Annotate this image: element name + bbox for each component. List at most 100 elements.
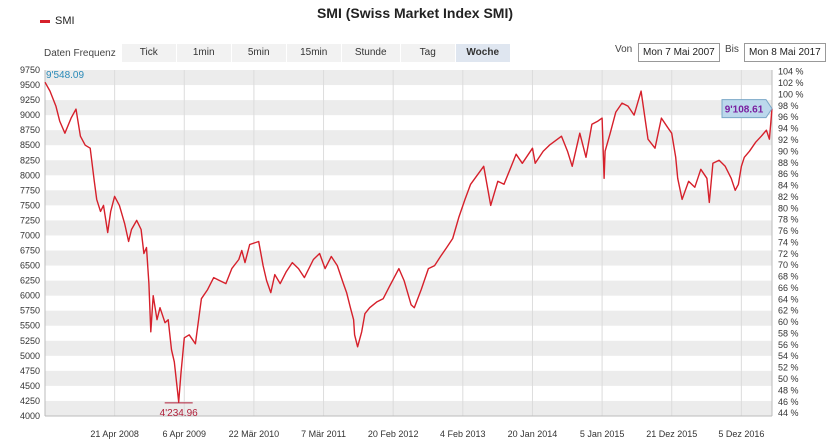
right-axis-label: 54 % (778, 351, 799, 361)
y-tick-label: 9750 (20, 65, 40, 75)
y-tick-label: 8500 (20, 140, 40, 150)
right-axis-label: 86 % (778, 169, 799, 179)
y-tick-label: 4000 (20, 411, 40, 421)
tab-15min[interactable]: 15min (286, 44, 342, 62)
tab-tag[interactable]: Tag (400, 44, 456, 62)
right-axis-label: 52 % (778, 363, 799, 373)
right-axis-label: 56 % (778, 340, 799, 350)
right-axis-label: 60 % (778, 317, 799, 327)
y-tick-label: 4250 (20, 396, 40, 406)
right-axis-label: 66 % (778, 283, 799, 293)
grid-band (45, 130, 772, 146)
right-axis-label: 74 % (778, 237, 799, 247)
right-axis-label: 80 % (778, 203, 799, 213)
right-axis-label: 72 % (778, 249, 799, 259)
right-axis-label: 64 % (778, 294, 799, 304)
right-axis-label: 48 % (778, 385, 799, 395)
frequency-toolbar: Daten Frequenz Tick 1min 5min 15min Stun… (44, 44, 511, 62)
start-value-label: 9'548.09 (46, 70, 84, 81)
right-axis-label: 70 % (778, 260, 799, 270)
right-axis-label: 44 % (778, 408, 799, 418)
tab-1min[interactable]: 1min (176, 44, 232, 62)
y-tick-label: 5000 (20, 351, 40, 361)
y-tick-label: 6500 (20, 261, 40, 271)
y-tick-label: 8000 (20, 170, 40, 180)
grid-band (45, 190, 772, 206)
right-axis-label: 96 % (778, 112, 799, 122)
grid-band (45, 310, 772, 326)
to-date-field[interactable]: Mon 8 Mai 2017 (744, 43, 826, 62)
to-label: Bis (725, 44, 739, 55)
grid-band (45, 160, 772, 176)
grid-band (45, 100, 772, 116)
y-tick-label: 7000 (20, 230, 40, 240)
legend-label: SMI (55, 15, 75, 27)
y-tick-label: 5250 (20, 336, 40, 346)
grid-band (45, 400, 772, 416)
x-tick-label: 21 Apr 2008 (90, 429, 139, 439)
right-axis-label: 90 % (778, 146, 799, 156)
y-tick-label: 8250 (20, 155, 40, 165)
tab-stunde[interactable]: Stunde (341, 44, 401, 62)
y-tick-label: 7500 (20, 200, 40, 210)
tab-tick[interactable]: Tick (121, 44, 177, 62)
right-axis-label: 58 % (778, 328, 799, 338)
tab-woche[interactable]: Woche (455, 44, 511, 62)
right-axis-label: 62 % (778, 306, 799, 316)
x-tick-label: 22 Mär 2010 (229, 429, 280, 439)
right-axis-label: 88 % (778, 158, 799, 168)
y-tick-label: 6750 (20, 246, 40, 256)
frequency-label: Daten Frequenz (44, 47, 116, 59)
right-axis-label: 68 % (778, 272, 799, 282)
x-tick-label: 20 Jan 2014 (508, 429, 558, 439)
y-tick-label: 7250 (20, 215, 40, 225)
y-tick-label: 4750 (20, 366, 40, 376)
grid-band (45, 220, 772, 236)
chart-title: SMI (Swiss Market Index SMI) (316, 5, 514, 21)
y-tick-label: 5500 (20, 321, 40, 331)
right-axis-label: 82 % (778, 192, 799, 202)
right-axis-label: 102 % (778, 78, 804, 88)
y-tick-label: 4500 (20, 381, 40, 391)
y-tick-label: 9500 (20, 80, 40, 90)
grid-band (45, 370, 772, 386)
y-tick-label: 8750 (20, 125, 40, 135)
grid-band (45, 70, 772, 86)
x-tick-label: 21 Dez 2015 (646, 429, 697, 439)
y-tick-label: 9250 (20, 95, 40, 105)
right-axis-label: 46 % (778, 397, 799, 407)
last-value-badge (721, 99, 773, 119)
y-tick-label: 9000 (20, 110, 40, 120)
legend-swatch (40, 19, 50, 23)
grid-band (45, 250, 772, 266)
y-tick-label: 6250 (20, 276, 40, 286)
y-tick-label: 5750 (20, 306, 40, 316)
x-tick-label: 7 Mär 2011 (301, 429, 346, 439)
y-tick-label: 7750 (20, 185, 40, 195)
series-line-smi (44, 81, 773, 403)
from-date-field[interactable]: Mon 7 Mai 2007 (638, 43, 720, 62)
right-axis-label: 78 % (778, 215, 799, 225)
tab-5min[interactable]: 5min (231, 44, 287, 62)
grid-band (45, 280, 772, 296)
x-tick-label: 4 Feb 2013 (440, 429, 486, 439)
x-tick-label: 5 Jan 2015 (580, 429, 625, 439)
last-value-label: 9'108.61 (725, 105, 764, 116)
right-axis-label: 76 % (778, 226, 799, 236)
from-label: Von (615, 44, 633, 55)
right-axis-label: 98 % (778, 101, 799, 111)
x-tick-label: 6 Apr 2009 (162, 429, 206, 439)
x-tick-label: 20 Feb 2012 (368, 429, 419, 439)
grid-band (45, 340, 772, 356)
right-axis-label: 104 % (778, 67, 804, 77)
x-tick-label: 5 Dez 2016 (718, 429, 764, 439)
right-axis-label: 100 % (778, 89, 804, 99)
right-axis-label: 94 % (778, 124, 799, 134)
min-value-label: 4'234.96 (160, 408, 198, 419)
right-axis-label: 92 % (778, 135, 799, 145)
legend[interactable]: SMI (40, 15, 75, 27)
y-tick-label: 6000 (20, 291, 40, 301)
right-axis-label: 84 % (778, 181, 799, 191)
right-axis-label: 50 % (778, 374, 799, 384)
